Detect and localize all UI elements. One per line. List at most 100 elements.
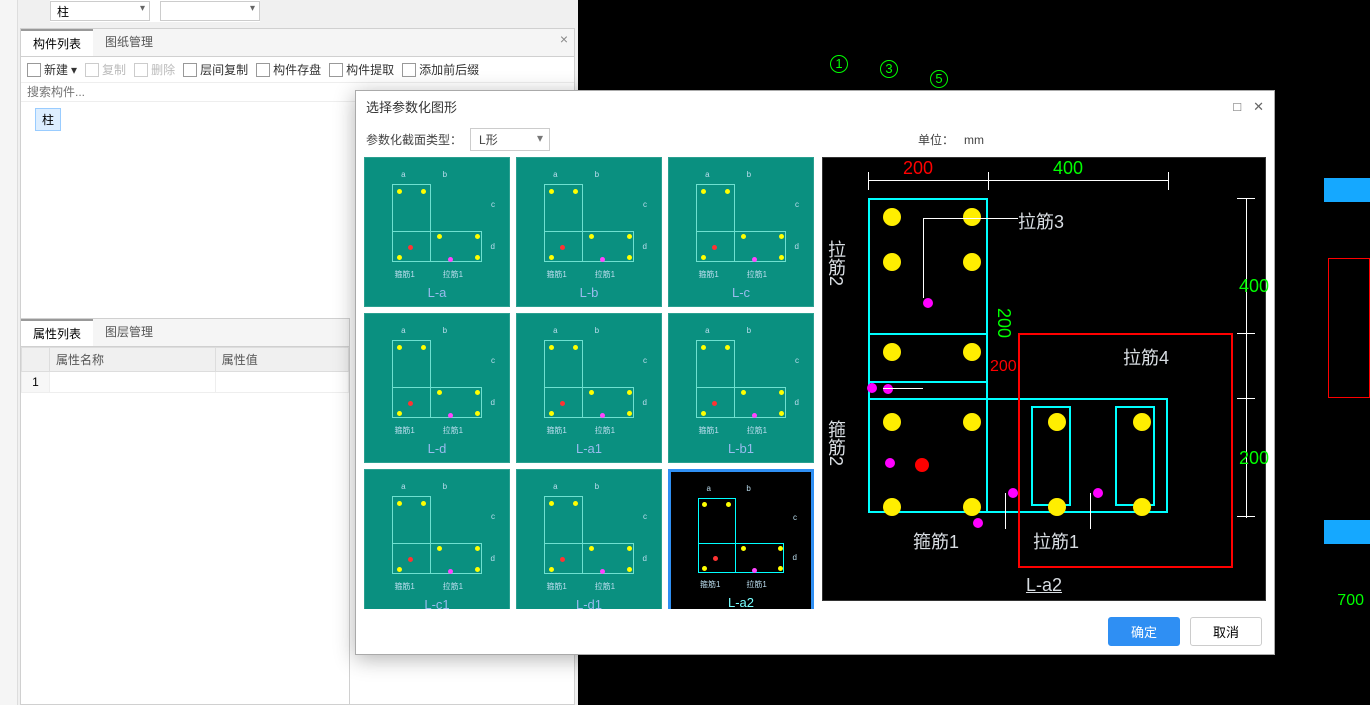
attr-rownum-1: 1 [22, 372, 50, 393]
thumb-L-a1[interactable]: abcd箍筋1拉筋1L-a1 [516, 313, 662, 463]
dim-tick [1237, 198, 1255, 199]
unit-label: 单位： [918, 133, 954, 147]
label-stirrup2: 箍筋2 [823, 420, 849, 466]
column-red [1328, 258, 1370, 398]
attribute-panel: 属性列表 图层管理 属性名称 属性值 1 [20, 318, 350, 705]
dim-tick [868, 172, 869, 190]
dim-line-top [868, 180, 1168, 181]
extract-label: 构件提取 [346, 61, 394, 78]
dialog-options-row: 参数化截面类型： L形 单位： mm [356, 122, 1274, 157]
tie-dot [973, 518, 983, 528]
leader-line [923, 218, 924, 298]
leader-line [1005, 493, 1006, 529]
tab-layer-manage[interactable]: 图层管理 [93, 319, 165, 346]
section-type-select[interactable]: L形 [470, 128, 550, 151]
floor-copy-button[interactable]: 层间复制 [183, 61, 248, 78]
delete-icon [134, 63, 148, 77]
new-button[interactable]: 新建 ▾ [27, 61, 77, 78]
leader-line [1090, 493, 1091, 529]
leader-line [923, 218, 1018, 219]
dialog-title: 选择参数化图形 [366, 97, 457, 116]
attr-col-value: 属性值 [215, 348, 348, 372]
dim-tick [1237, 516, 1255, 517]
param-shape-dialog: 选择参数化图形 □ ✕ 参数化截面类型： L形 单位： mm abcd箍筋1拉筋… [355, 90, 1275, 655]
window-close-icon[interactable]: ✕ [1253, 99, 1264, 115]
beam-blue-2 [1324, 520, 1370, 544]
grid-mark-3: 3 [880, 60, 898, 78]
label-stirrup1: 箍筋1 [913, 528, 959, 554]
filter-dropdown-1[interactable]: 柱 [50, 1, 150, 21]
grid-mark-5: 5 [930, 70, 948, 88]
thumb-L-c[interactable]: abcd箍筋1拉筋1L-c [668, 157, 814, 307]
thumb-L-d1[interactable]: abcd箍筋1拉筋1L-d1 [516, 469, 662, 609]
panel-close-icon[interactable]: × [554, 29, 574, 56]
rebar-dot [1133, 498, 1151, 516]
beam-blue-1 [1324, 178, 1370, 202]
attr-name-1[interactable] [50, 372, 216, 393]
delete-button[interactable]: 删除 [134, 61, 175, 78]
window-maximize-icon[interactable]: □ [1233, 99, 1241, 115]
tie-dot [1008, 488, 1018, 498]
canvas-dim-700: 700 [1337, 592, 1364, 610]
leader-line [883, 388, 923, 389]
floor-copy-label: 层间复制 [200, 61, 248, 78]
tab-attr-list[interactable]: 属性列表 [21, 319, 93, 346]
label-tie2: 拉筋2 [823, 240, 849, 286]
tie-dot [883, 384, 893, 394]
dim-tick [988, 172, 989, 190]
tab-component-list[interactable]: 构件列表 [21, 29, 93, 56]
thumb-L-b1[interactable]: abcd箍筋1拉筋1L-b1 [668, 313, 814, 463]
shape-thumbnails: abcd箍筋1拉筋1L-aabcd箍筋1拉筋1L-babcd箍筋1拉筋1L-ca… [364, 157, 814, 601]
copy-label: 复制 [102, 61, 126, 78]
thumb-L-a[interactable]: abcd箍筋1拉筋1L-a [364, 157, 510, 307]
shape-preview: 200 400 400 200 200 200 拉筋3 拉筋4 箍筋1 拉筋1 … [822, 157, 1266, 601]
tie-dot [867, 383, 877, 393]
rebar-dot [963, 343, 981, 361]
tie-dot [923, 298, 933, 308]
thumb-L-b[interactable]: abcd箍筋1拉筋1L-b [516, 157, 662, 307]
rebar-dot [963, 413, 981, 431]
attr-tabs: 属性列表 图层管理 [21, 319, 349, 347]
save-component-button[interactable]: 构件存盘 [256, 61, 321, 78]
dim-c-200: 200 [993, 308, 1014, 338]
rebar-dot [1048, 498, 1066, 516]
dialog-footer: 确定 取消 [356, 609, 1274, 654]
attr-value-1[interactable] [215, 372, 348, 393]
rebar-dot [883, 208, 901, 226]
dim-tick [1237, 398, 1255, 399]
attr-col-rownum [22, 348, 50, 372]
red-bound-box [1018, 333, 1233, 568]
attr-col-name: 属性名称 [50, 348, 216, 372]
unit-row: 单位： mm [918, 131, 984, 148]
thumb-L-c1[interactable]: abcd箍筋1拉筋1L-c1 [364, 469, 510, 609]
copy-button[interactable]: 复制 [85, 61, 126, 78]
dim-tick [1237, 333, 1255, 334]
filter-dropdown-2[interactable] [160, 1, 260, 21]
attr-row[interactable]: 1 [22, 372, 349, 393]
tree-item-column[interactable]: 柱 [35, 108, 61, 131]
dim-line-right [1246, 198, 1247, 518]
rebar-dot [883, 413, 901, 431]
ok-button[interactable]: 确定 [1108, 617, 1180, 646]
component-tabs: 构件列表 图纸管理 × [21, 29, 574, 57]
prefix-suffix-button[interactable]: 添加前后缀 [402, 61, 479, 78]
rebar-dot [963, 208, 981, 226]
tab-drawing-manage[interactable]: 图纸管理 [93, 29, 165, 56]
rebar-dot [883, 343, 901, 361]
left-vertical-strip [0, 0, 18, 705]
thumb-L-a2[interactable]: abcd箍筋1拉筋1L-a2 [668, 469, 814, 609]
tie-dot [1093, 488, 1103, 498]
dim-400-top: 400 [1053, 158, 1083, 179]
extract-button[interactable]: 构件提取 [329, 61, 394, 78]
rebar-dot [963, 253, 981, 271]
copy-icon [85, 63, 99, 77]
thumb-L-d[interactable]: abcd箍筋1拉筋1L-d [364, 313, 510, 463]
cancel-button[interactable]: 取消 [1190, 617, 1262, 646]
prefix-label: 添加前后缀 [419, 61, 479, 78]
dialog-body: abcd箍筋1拉筋1L-aabcd箍筋1拉筋1L-babcd箍筋1拉筋1L-ca… [356, 157, 1274, 609]
dim-200-top: 200 [903, 158, 933, 179]
dialog-titlebar: 选择参数化图形 □ ✕ [356, 91, 1274, 122]
rebar-dot [1048, 413, 1066, 431]
new-icon [27, 63, 41, 77]
save-icon [256, 63, 270, 77]
